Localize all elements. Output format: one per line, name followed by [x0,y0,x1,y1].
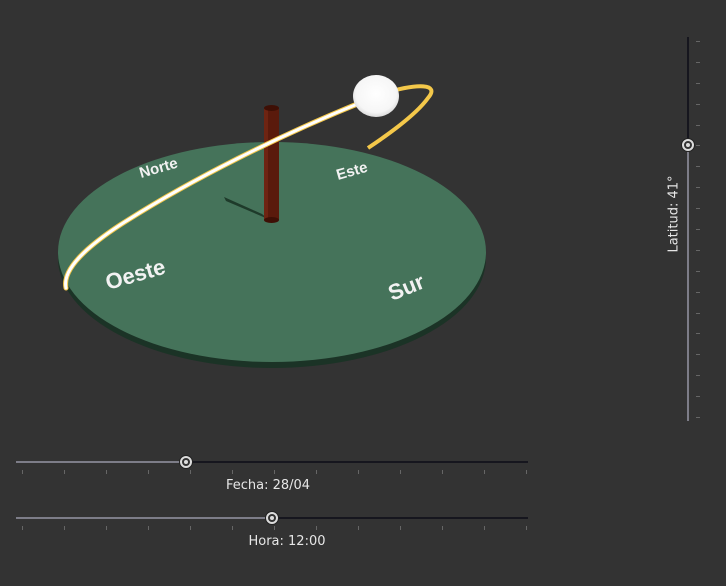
slider-tick [22,526,23,530]
slider-tick [148,470,149,474]
slider-tick [696,313,700,314]
fecha-slider-track[interactable] [16,461,528,463]
slider-tick [442,526,443,530]
slider-tick [484,526,485,530]
slider-tick [696,125,700,126]
hora-slider-fill [16,517,272,519]
slider-tick [696,250,700,251]
slider-tick [696,354,700,355]
hora-slider[interactable] [16,512,528,530]
slider-tick [358,470,359,474]
slider-tick [696,145,700,146]
slider-tick [696,271,700,272]
slider-tick [526,526,527,530]
slider-tick [526,470,527,474]
slider-tick [64,526,65,530]
slider-tick [190,526,191,530]
slider-tick [274,470,275,474]
slider-tick [696,208,700,209]
latitud-slider-thumb[interactable] [682,139,694,151]
sun [353,75,399,117]
slider-tick [696,166,700,167]
slider-tick [696,62,700,63]
slider-tick [22,470,23,474]
hora-slider-thumb[interactable] [266,512,278,524]
slider-tick [190,470,191,474]
slider-tick [232,470,233,474]
slider-tick [696,83,700,84]
slider-tick [316,526,317,530]
slider-tick [484,470,485,474]
slider-tick [148,526,149,530]
hora-label: Hora: 12:00 [248,534,326,549]
gnomon [264,105,279,223]
slider-tick [274,526,275,530]
slider-tick [232,526,233,530]
slider-tick [696,229,700,230]
slider-tick [316,470,317,474]
fecha-slider-fill [16,461,186,463]
slider-tick [696,417,700,418]
slider-tick [696,41,700,42]
slider-tick [696,396,700,397]
fecha-label: Fecha: 28/04 [225,478,311,493]
latitud-label: Latitud: 41° [666,175,682,253]
slider-tick [696,375,700,376]
latitud-slider-fill [687,145,689,421]
slider-tick [442,470,443,474]
slider-tick [696,333,700,334]
slider-tick [358,526,359,530]
fecha-slider[interactable] [16,456,528,474]
hora-slider-ticks [16,526,528,531]
fecha-slider-thumb[interactable] [180,456,192,468]
slider-tick [696,292,700,293]
slider-tick [400,526,401,530]
latitud-slider[interactable] [682,37,700,421]
slider-tick [696,187,700,188]
sun-path-back [366,84,434,150]
fecha-slider-ticks [16,470,528,475]
slider-tick [400,470,401,474]
sun-path-highlight [64,98,369,290]
gnomon-shadow [224,197,268,219]
slider-tick [696,104,700,105]
slider-tick [64,470,65,474]
slider-tick [106,526,107,530]
slider-tick [106,470,107,474]
